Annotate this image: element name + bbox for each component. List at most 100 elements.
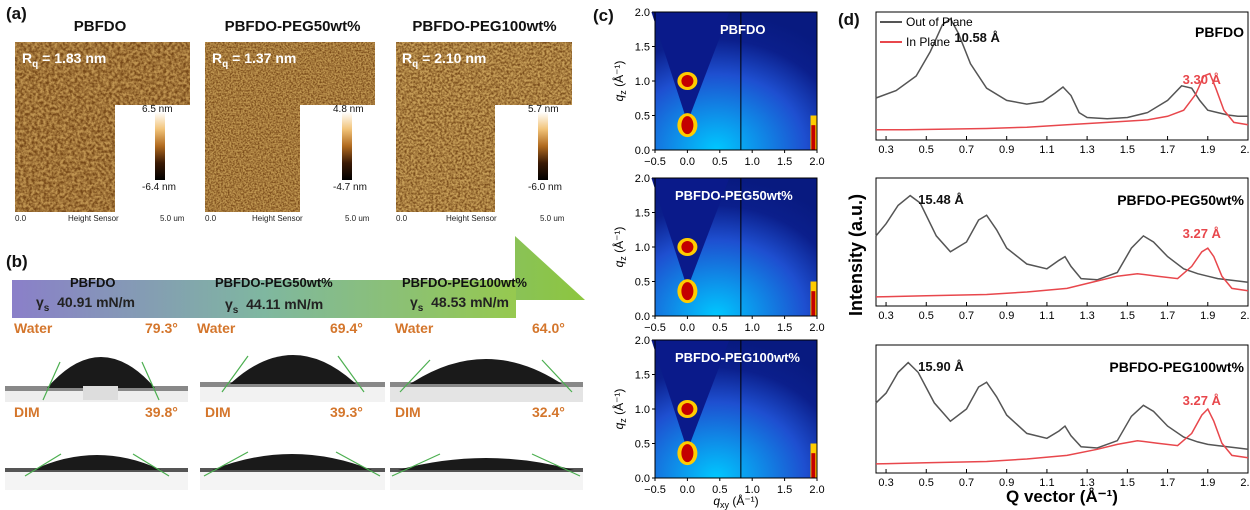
panel-label-c: (c) [593, 6, 614, 25]
afm-axis-label: Height Sensor [68, 214, 119, 223]
afm-panel: PBFDO 6.5 nm -6.4 nm Rq = 1.83 nm 0.0 He… [0, 0, 590, 240]
linecut-sample-title: PBFDO [1195, 24, 1244, 40]
linecut-xtick-label: 2.1 [1240, 144, 1250, 156]
surface-energy: γs 40.91 mN/m [36, 294, 135, 314]
afm-axis-end: 5.0 um [160, 214, 185, 223]
dim-label: DIM [14, 404, 40, 420]
afm-colorbar [155, 112, 165, 180]
linecut-xtick-label: 1.5 [1120, 477, 1135, 489]
linecut-sample-title: PBFDO-PEG100wt% [1109, 359, 1244, 375]
peak-annotation: 15.48 Å [918, 192, 964, 207]
giwaxs-lobe [681, 282, 694, 301]
linecut-xtick-label: 1.1 [1039, 310, 1054, 322]
giwaxs-ytick-label: 2.0 [635, 173, 650, 185]
giwaxs-ytick-label: 1.0 [635, 76, 650, 88]
water-droplet-image [390, 342, 583, 402]
linecut-subplot: 0.3 0.5 0.7 0.9 1.1 1.3 1.5 1.7 1.9 2.1 PBFDO-PEG1… [875, 344, 1250, 489]
afm-axis-end: 5.0 um [540, 214, 565, 223]
legend-label: Out of Plane [906, 15, 973, 29]
water-droplet-image [200, 342, 385, 402]
linecut-xtick-label: 0.5 [919, 477, 934, 489]
giwaxs-pi-peak [811, 453, 816, 478]
afm-rq: Rq = 2.10 nm [402, 50, 487, 70]
peak-annotation: 3.30 Å [1183, 72, 1222, 87]
giwaxs-ylabel: qz (Å⁻¹) [611, 227, 628, 268]
linecut-ylabel: Intensity (a.u.) [846, 194, 866, 316]
linecut-xtick-label: 1.9 [1200, 310, 1215, 322]
linecut-subplot: 0.3 0.5 0.7 0.9 1.1 1.3 1.5 1.7 1.9 2.1 PBFDO-PEG5… [875, 177, 1250, 322]
linecut-xtick-label: 1.7 [1160, 144, 1175, 156]
linecut-xtick-label: 1.3 [1079, 477, 1094, 489]
in-plane-line [875, 247, 1249, 298]
linecut-xtick-label: 1.7 [1160, 477, 1175, 489]
giwaxs-xtick-label: 2.0 [809, 322, 824, 334]
giwaxs-missing-wedge [651, 12, 730, 123]
giwaxs-xtick-label: 1.0 [745, 322, 760, 334]
surface-energy-band [12, 280, 516, 318]
afm-colorbar [538, 112, 548, 180]
giwaxs-sample-label: PBFDO-PEG50wt% [675, 188, 793, 203]
panel-label-d: (d) [838, 10, 860, 29]
giwaxs-subplot: PBFDO-PEG100wt%0.00.51.01.52.0−0.5 0.0 0.5… [611, 335, 825, 496]
giwaxs-xtick-label: 1.0 [745, 484, 760, 496]
peak-annotation: 10.58 Å [954, 30, 1000, 45]
linecut-xtick-label: 1.9 [1200, 144, 1215, 156]
linecut-xlabel: Q vector (Å⁻¹) [1006, 487, 1118, 506]
linecut-xtick-label: 0.7 [959, 144, 974, 156]
surface-energy: γs 44.11 mN/m [225, 296, 324, 316]
giwaxs-ytick-label: 2.0 [635, 7, 650, 19]
legend-label: In Plane [906, 35, 950, 49]
afm-colorbar-min: -4.7 nm [333, 182, 367, 193]
giwaxs-xtick-label: 0.0 [680, 322, 695, 334]
afm-colorbar-max: 6.5 nm [142, 104, 173, 115]
linecut-xtick-label: 0.3 [878, 477, 893, 489]
giwaxs-lobe [681, 116, 694, 135]
contact-sample-name: PBFDO-PEG50wt% [215, 275, 333, 290]
giwaxs-ytick-label: 1.0 [635, 242, 650, 254]
out-of-plane-line [875, 194, 1249, 284]
afm-axis-label: Height Sensor [446, 214, 497, 223]
water-droplet-image [5, 342, 188, 402]
afm-axis-start: 0.0 [205, 214, 217, 223]
linecut-xtick-label: 2.1 [1240, 477, 1250, 489]
surface-energy: γs 48.53 mN/m [410, 294, 509, 314]
giwaxs-sample-label: PBFDO [720, 22, 766, 37]
giwaxs-ytick-label: 0.0 [635, 473, 650, 485]
giwaxs-xtick-label: 0.5 [712, 156, 727, 168]
linecut-xtick-label: 2.1 [1240, 310, 1250, 322]
linecut-xtick-label: 0.7 [959, 310, 974, 322]
linecut-xtick-label: 0.9 [999, 144, 1014, 156]
linecut-frame [875, 344, 1249, 474]
peak-annotation: 15.90 Å [918, 359, 964, 374]
dim-droplet-image [5, 440, 188, 490]
afm-colorbar-area [495, 105, 577, 215]
giwaxs-ylabel: qz (Å⁻¹) [611, 61, 628, 102]
linecut-xtick-label: 0.3 [878, 310, 893, 322]
giwaxs-xtick-label: 2.0 [809, 156, 824, 168]
giwaxs-subplot: PBFDO-PEG50wt%0.00.51.01.52.0−0.5 0.0 0.5 1… [611, 173, 825, 334]
giwaxs-ytick-label: 0.0 [635, 145, 650, 157]
giwaxs-ylabel: qz (Å⁻¹) [611, 389, 628, 430]
giwaxs-ytick-label: 0.0 [635, 311, 650, 323]
dim-angle: 39.8° [145, 404, 178, 420]
peak-annotation: 3.27 Å [1183, 393, 1222, 408]
giwaxs-ytick-label: 0.5 [635, 439, 650, 451]
linecut-xtick-label: 0.7 [959, 477, 974, 489]
giwaxs-lobe [681, 403, 694, 415]
afm-axis-start: 0.0 [15, 214, 27, 223]
giwaxs-xtick-label: −0.5 [644, 322, 666, 334]
water-label: Water [14, 320, 53, 336]
giwaxs-ytick-label: 2.0 [635, 335, 650, 347]
afm-colorbar [342, 112, 352, 180]
water-angle: 69.4° [330, 320, 363, 336]
giwaxs-ytick-label: 1.5 [635, 370, 650, 382]
giwaxs-ytick-label: 1.0 [635, 404, 650, 416]
linecut-xtick-label: 0.5 [919, 310, 934, 322]
linecut-xtick-label: 0.9 [999, 477, 1014, 489]
afm-colorbar-max: 4.8 nm [333, 104, 364, 115]
linecut-sample-title: PBFDO-PEG50wt% [1117, 192, 1244, 208]
linecut-panel: 0.3 0.5 0.7 0.9 1.1 1.3 1.5 1.7 1.9 2.1 PBFDO 10.58… [846, 11, 1250, 506]
giwaxs-xtick-label: 0.5 [712, 322, 727, 334]
linecut-xtick-label: 1.3 [1079, 144, 1094, 156]
linecut-xtick-label: 0.9 [999, 310, 1014, 322]
